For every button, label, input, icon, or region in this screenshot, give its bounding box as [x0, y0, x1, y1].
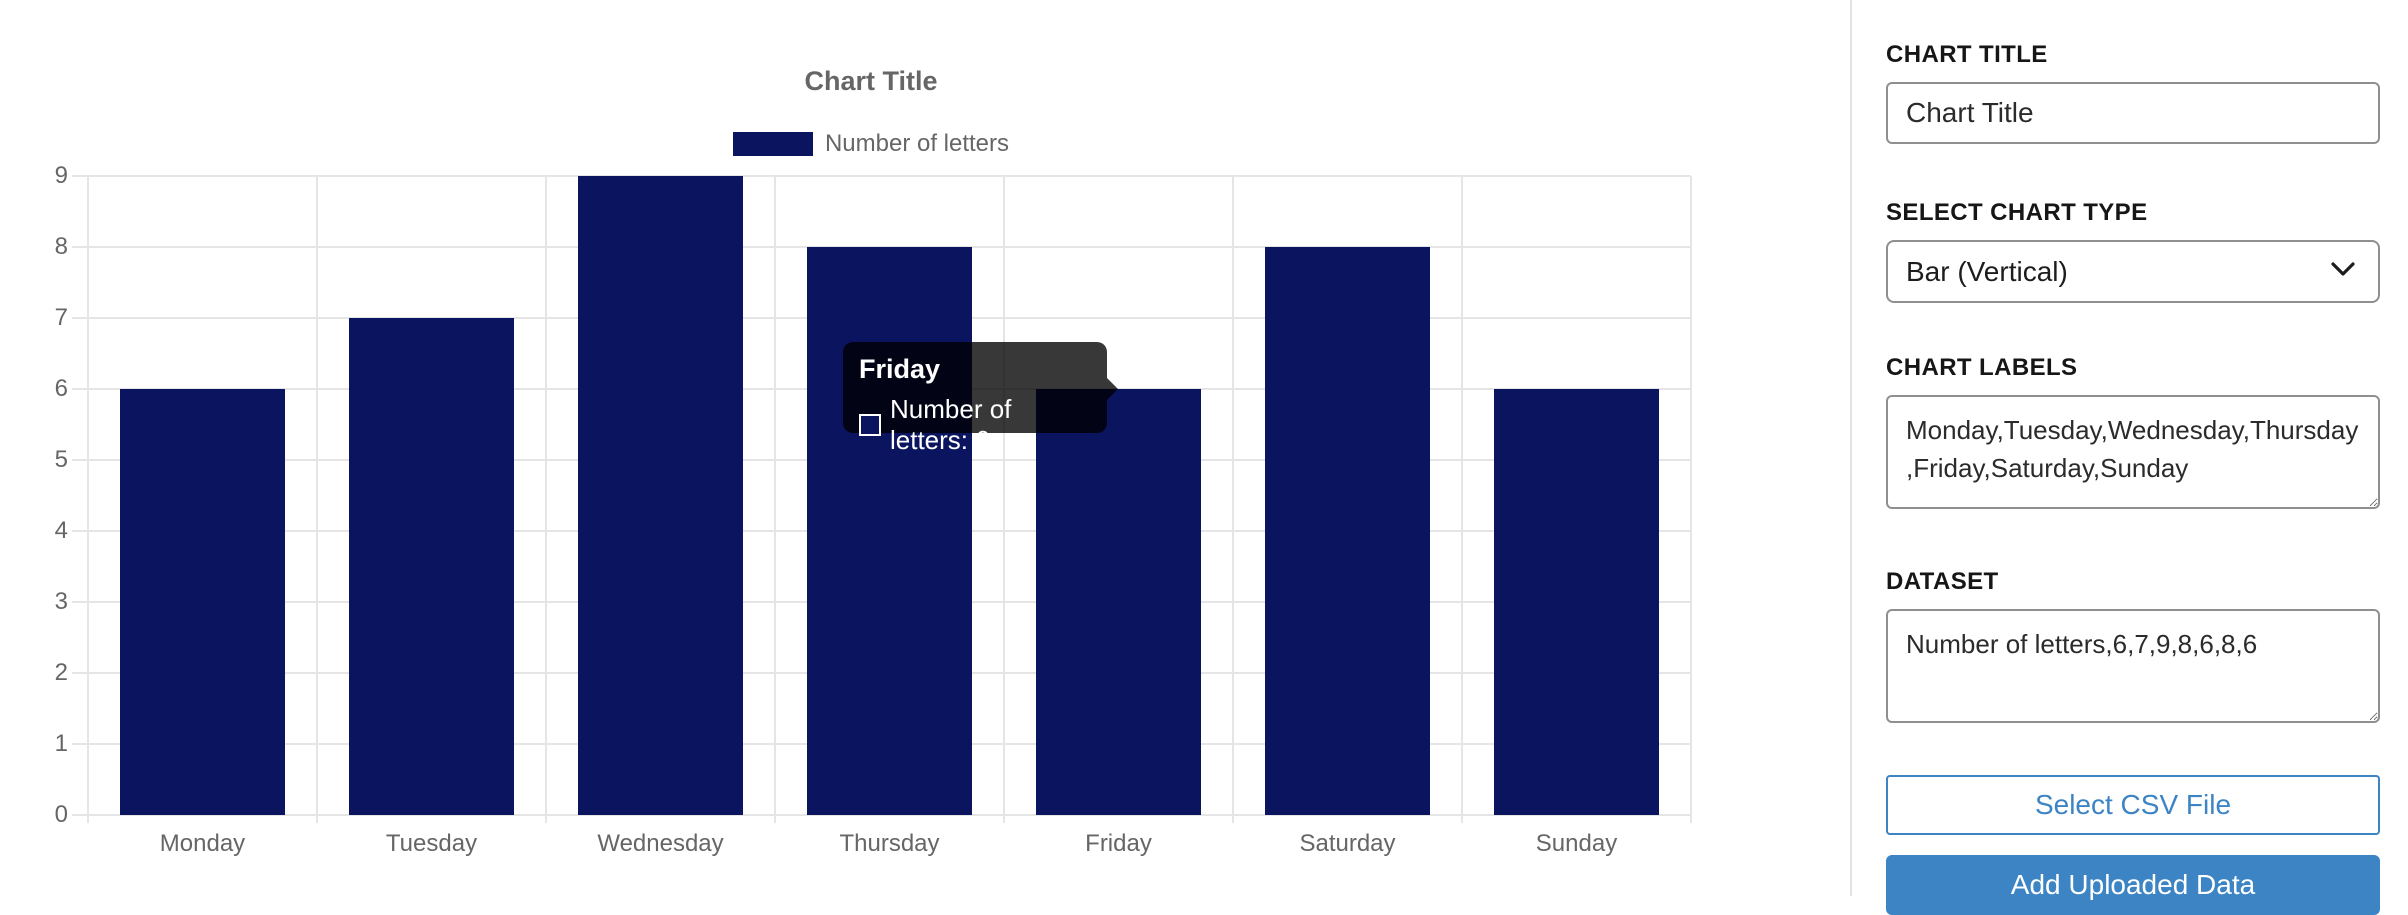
gridline	[774, 176, 776, 823]
dataset-label: DATASET	[1886, 568, 1999, 595]
dataset-textarea[interactable]: Number of letters,6,7,9,8,6,8,6	[1886, 609, 2380, 723]
legend-label: Number of letters	[824, 130, 1010, 157]
y-axis-tick-label: 7	[54, 304, 68, 331]
bar-monday[interactable]	[120, 389, 285, 815]
y-axis-tick-label: 4	[54, 517, 68, 544]
gridline	[316, 176, 318, 823]
x-axis-tick-label: Tuesday	[385, 830, 478, 857]
x-axis-tick-label: Saturday	[1299, 830, 1396, 857]
chart-title-label: CHART TITLE	[1886, 41, 2048, 68]
gridline	[1003, 176, 1005, 823]
bar-thursday[interactable]	[807, 247, 972, 815]
chart-legend[interactable]: Number of letters	[0, 130, 1742, 158]
y-axis-tick-label: 0	[54, 801, 68, 828]
y-axis-tick-label: 6	[54, 375, 68, 402]
y-axis-tick-label: 3	[54, 588, 68, 615]
add-uploaded-data-button[interactable]: Add Uploaded Data	[1886, 855, 2380, 915]
y-axis-tick-label: 8	[54, 233, 68, 260]
x-axis-tick-label: Sunday	[1535, 830, 1618, 857]
legend-swatch	[732, 132, 813, 156]
gridline	[545, 176, 547, 823]
gridline	[1690, 176, 1692, 823]
bar-tuesday[interactable]	[349, 318, 514, 815]
tooltip-label: Number of letters: 6	[890, 394, 1012, 455]
tooltip-title: Friday	[859, 354, 941, 384]
x-axis-tick-label: Friday	[1085, 830, 1152, 857]
select-csv-file-button[interactable]: Select CSV File	[1886, 775, 2380, 835]
chart-title-input[interactable]	[1886, 82, 2380, 144]
y-axis-tick-label: 5	[54, 446, 68, 473]
chart-canvas: Chart Title Number of letters 0 1 2 3 4 5 6 7 8 9…	[0, 66, 1742, 857]
bar-friday[interactable]	[1036, 389, 1201, 815]
y-axis-tick-label: 9	[54, 162, 68, 189]
bar-saturday[interactable]	[1265, 247, 1430, 815]
tooltip-swatch	[859, 414, 881, 436]
chart-title: Chart Title	[804, 66, 938, 96]
gridline	[87, 176, 89, 823]
chart-labels-label: CHART LABELS	[1886, 354, 2078, 381]
x-axis-tick-label: Wednesday	[597, 830, 724, 857]
y-axis-tick-label: 2	[54, 659, 68, 686]
x-axis-tick-label: Monday	[159, 830, 246, 857]
gridline	[1232, 176, 1234, 823]
chart-type-select[interactable]: Bar (Vertical)	[1886, 240, 2380, 303]
tooltip-caret-icon	[1107, 378, 1118, 400]
chart-labels-textarea[interactable]: Monday,Tuesday,Wednesday,Thursday,Friday…	[1886, 395, 2380, 509]
gridline	[72, 175, 1691, 177]
settings-sidebar: CHART TITLE SELECT CHART TYPE Bar (Verti…	[1850, 0, 2408, 915]
chart-type-label: SELECT CHART TYPE	[1886, 199, 2148, 226]
y-axis-tick-label: 1	[54, 730, 68, 757]
gridline	[72, 814, 1691, 816]
bar-wednesday[interactable]	[578, 176, 743, 815]
chart-tooltip: Friday Number of letters: 6	[843, 342, 1118, 455]
gridline	[1461, 176, 1463, 823]
x-axis-tick-label: Thursday	[839, 830, 940, 857]
bar-sunday[interactable]	[1494, 389, 1659, 815]
